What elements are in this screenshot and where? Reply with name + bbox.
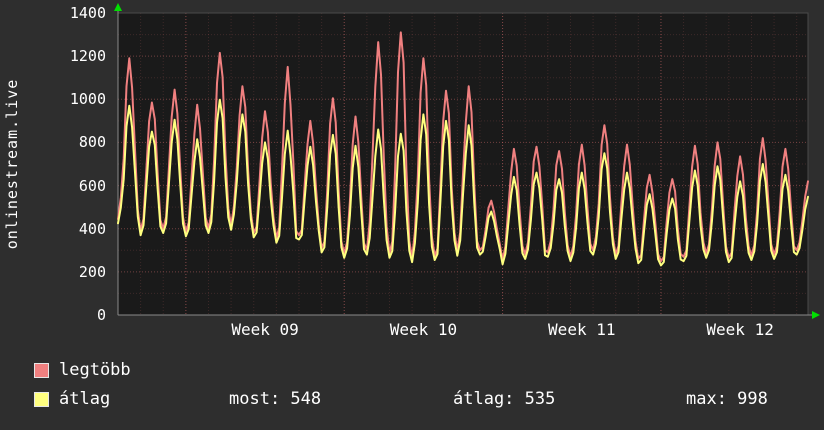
x-tick-label: Week 10	[389, 320, 458, 339]
x-tick-label: Week 12	[706, 320, 774, 339]
stat-atlag: átlag: 535	[453, 389, 556, 409]
x-tick-label: Week 09	[231, 320, 299, 339]
y-tick-label: 400	[78, 219, 106, 238]
legend-row-atlag: átlag	[34, 389, 110, 409]
stat-max: max: 998	[686, 389, 768, 409]
chart-area: onlinestream.live 0 200 400 600 800 1000 1200 1…	[0, 3, 824, 342]
legend-row-legtobb: legtöbb	[34, 360, 131, 380]
chart-legend: legtöbb átlag most: 548 átlag: 535 max: …	[0, 345, 824, 430]
vertical-axis-label: onlinestream.live	[3, 78, 21, 250]
x-tick-label: Week 11	[548, 320, 616, 339]
stat-most: most: 548	[229, 389, 322, 409]
y-tick-label: 1200	[69, 47, 106, 66]
y-tick-label: 600	[78, 176, 106, 195]
chart-plot	[114, 3, 820, 319]
legend-label-legtobb: legtöbb	[59, 360, 131, 380]
y-tick-label: 0	[96, 306, 106, 324]
y-tick-label: 1000	[69, 90, 106, 109]
x-axis-labels: Week 09 Week 10 Week 11 Week 12	[0, 320, 824, 342]
legend-label-atlag: átlag	[59, 389, 111, 409]
legend-swatch-atlag	[34, 391, 49, 407]
y-tick-label: 1400	[69, 4, 106, 22]
y-tick-label: 200	[78, 262, 106, 281]
legend-swatch-legtobb	[34, 362, 49, 378]
y-tick-label: 800	[78, 133, 106, 152]
